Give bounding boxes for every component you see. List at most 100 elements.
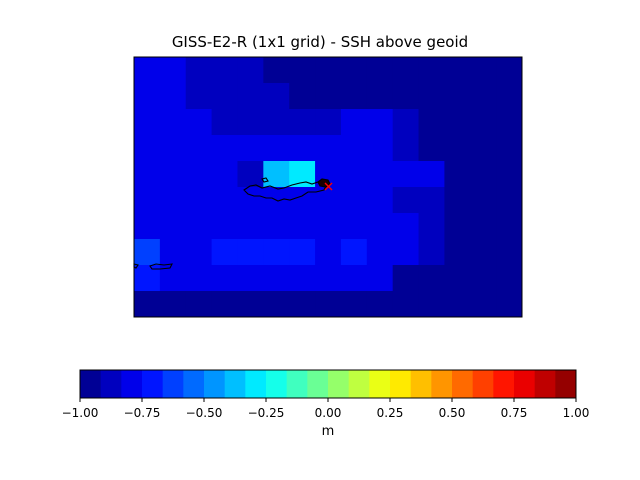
heatmap-cell [237,187,264,214]
colorbar-segment [555,370,577,398]
heatmap-cell [340,265,368,292]
heatmap-cell [470,109,497,136]
heatmap-cell [392,239,420,266]
colorbar-segment [369,370,391,398]
colorbar-segment [100,370,122,398]
heatmap-cell [185,135,213,162]
colorbar-segment [410,370,432,398]
heatmap-cell [418,109,445,136]
heatmap-cell [470,57,497,84]
map-frame [133,56,523,318]
heatmap-cell [185,187,213,214]
heatmap-cell [392,83,420,110]
heatmap-cell [470,135,497,162]
heatmap-cell [496,83,523,110]
heatmap-cell [496,265,523,292]
heatmap-cell [237,135,264,162]
heatmap-cell [418,239,445,266]
heatmap-cell [134,57,161,84]
heatmap-cell [366,265,394,292]
heatmap-cell [366,187,394,214]
colorbar-segment [224,370,246,398]
heatmap-cell [366,57,394,84]
red-x-marker [324,182,333,191]
colorbar-segment [452,370,474,398]
heatmap-cell [392,57,420,84]
heatmap-cell [185,109,213,136]
colorbar-segment [328,370,350,398]
heatmap-cell [366,135,394,162]
heatmap-cell [340,135,368,162]
heatmap-cell [444,265,471,292]
heatmap-cell [134,161,161,188]
heatmap-cell [470,239,497,266]
heatmap-cell [315,57,342,84]
heatmap-cell [418,57,445,84]
heatmap-cell [340,187,368,214]
heatmap-cell [159,265,187,292]
heatmap-cell [289,187,316,214]
colorbar-tick-label: 0.25 [377,406,404,420]
heatmap-cell [315,265,342,292]
heatmap-cell [211,291,238,318]
heatmap-cell [211,213,238,240]
colorbar [79,369,577,399]
heatmap-cell [418,135,445,162]
heatmap-cell [289,83,316,110]
heatmap-cell [211,57,238,84]
colorbar-segment [121,370,143,398]
heatmap-cell [392,265,420,292]
colorbar-segment [183,370,205,398]
heatmap-cell [496,135,523,162]
colorbar-tick-label: 0.75 [501,406,528,420]
colorbar-tick-label: −1.00 [62,406,99,420]
heatmap-cell [444,239,471,266]
colorbar-segment [286,370,308,398]
heatmap-cell [418,187,445,214]
heatmap-cell [315,213,342,240]
heatmap-cell [263,291,290,318]
heatmap-cell [340,161,368,188]
heatmap-cell [211,109,238,136]
heatmap-cell [366,83,394,110]
heatmap-cell [237,83,264,110]
colorbar-tick-label: 1.00 [563,406,590,420]
heatmap-cell [418,213,445,240]
heatmap-cell [418,161,445,188]
heatmap-cell [134,187,161,214]
heatmap-cell [159,161,187,188]
heatmap-cell [211,187,238,214]
heatmap-cell [315,109,342,136]
colorbar-segment [431,370,453,398]
colorbar-segment [245,370,267,398]
colorbar-segment [534,370,556,398]
heatmap-cell [159,187,187,214]
heatmap-cell [237,109,264,136]
heatmap-cell [366,213,394,240]
colorbar-segment [493,370,515,398]
heatmap-cell [418,265,445,292]
island-southwest [149,263,173,270]
heatmap-cell [237,57,264,84]
chart-title: GISS-E2-R (1x1 grid) - SSH above geoid [171,33,469,51]
heatmap-cell [237,265,264,292]
heatmap-cell [211,265,238,292]
heatmap-cell [159,83,187,110]
heatmap-cell [211,135,238,162]
heatmap-cell [185,239,213,266]
heatmap-cell [185,291,213,318]
heatmap-cell [392,135,420,162]
heatmap-cell [211,161,238,188]
heatmap-cell [185,83,213,110]
heatmap-cell [134,109,161,136]
heatmap-cell [134,83,161,110]
colorbar-segment [472,370,494,398]
heatmap-cell [470,213,497,240]
heatmap-cell [496,213,523,240]
heatmap-cell [366,161,394,188]
heatmap-cell [418,83,445,110]
heatmap-cell [470,265,497,292]
heatmap-cell [237,239,264,266]
coastline-outline [133,177,331,270]
heatmap-cell [159,109,187,136]
